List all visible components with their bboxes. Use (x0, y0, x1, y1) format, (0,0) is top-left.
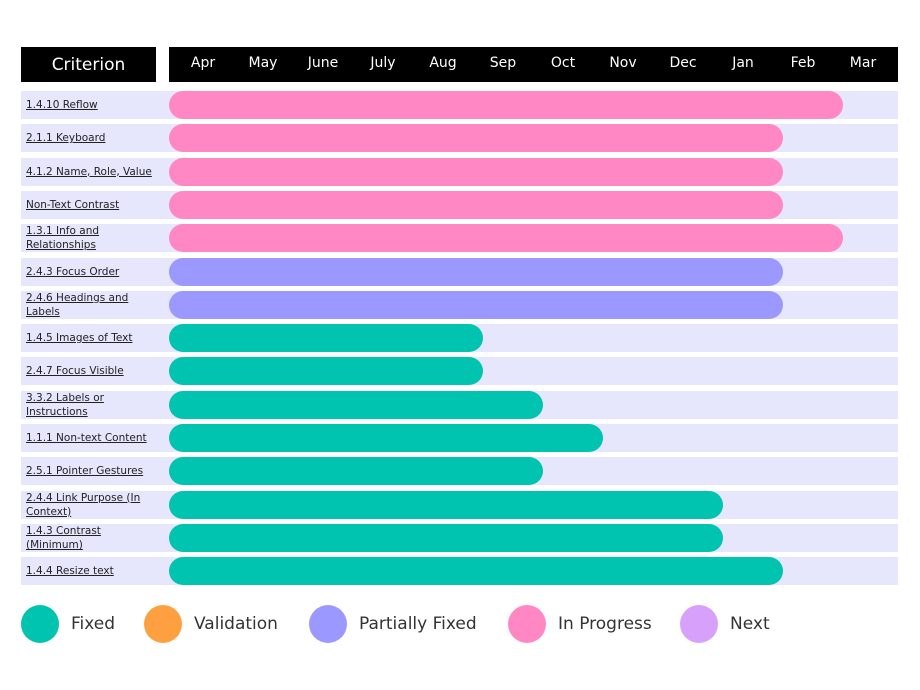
gantt-bar (169, 490, 723, 519)
month-label: Apr (190, 55, 216, 71)
table-row: 2.5.1 Pointer Gestures (21, 457, 898, 486)
criterion-link[interactable]: 2.5.1 Pointer Gestures (26, 465, 144, 478)
gantt-bar (169, 557, 783, 586)
legend-label: Fixed (71, 614, 116, 634)
month-label: Oct (550, 55, 576, 71)
gantt-bar (169, 357, 483, 386)
criterion-link[interactable]: 2.4.4 Link Purpose (In Context) (26, 491, 141, 518)
criterion-link[interactable]: 4.1.2 Name, Role, Value (26, 165, 152, 178)
gantt-bar (169, 424, 603, 452)
month-header: Apr May June July Aug Sep Oct Nov Dec Jan Feb Mar (169, 47, 898, 82)
criterion-link[interactable]: Non-Text Contrast (26, 198, 120, 211)
criterion-link[interactable]: 2.4.7 Focus Visible (26, 365, 124, 378)
table-row: 1.4.5 Images of Text (21, 324, 898, 353)
criterion-header: Criterion (21, 47, 156, 82)
month-label: May (248, 55, 278, 71)
table-row: 1.4.3 Contrast (Minimum) (21, 523, 898, 552)
table-row: 3.3.2 Labels or Instructions (21, 390, 898, 419)
gantt-bar (169, 390, 543, 419)
month-label: July (370, 55, 396, 71)
month-label: Mar (849, 55, 877, 71)
gantt-bar (169, 257, 783, 286)
legend-item: Validation (144, 605, 278, 643)
table-row: 1.4.10 Reflow (21, 91, 898, 119)
month-label: June (307, 55, 339, 71)
criterion-link[interactable]: 1.4.3 Contrast (Minimum) (26, 524, 101, 551)
legend-item: In Progress (508, 605, 652, 643)
month-label: Nov (609, 55, 637, 71)
criterion-link[interactable]: 2.4.3 Focus Order (26, 265, 120, 278)
month-label: Dec (669, 55, 697, 71)
legend-label: Next (730, 614, 770, 634)
table-row: 2.4.6 Headings and Labels (21, 290, 898, 319)
table-row: 1.4.4 Resize text (21, 557, 898, 586)
legend-swatch (21, 605, 59, 643)
legend-label: Validation (194, 614, 278, 634)
table-row: 1.1.1 Non-text Content (21, 424, 898, 452)
legend-swatch (508, 605, 546, 643)
gantt-bar (169, 124, 783, 153)
criterion-link[interactable]: 2.4.6 Headings and Labels (26, 291, 129, 318)
legend-item: Next (680, 605, 770, 643)
table-row: 2.1.1 Keyboard (21, 124, 898, 153)
table-row: Non-Text Contrast (21, 190, 898, 219)
criterion-link[interactable]: 1.4.4 Resize text (26, 565, 114, 578)
month-label: Jan (732, 55, 754, 71)
legend-label: Partially Fixed (359, 614, 477, 634)
criterion-link[interactable]: 3.3.2 Labels or Instructions (26, 391, 104, 418)
gantt-bar (169, 224, 843, 253)
table-row: 4.1.2 Name, Role, Value (21, 157, 898, 186)
legend-swatch (680, 605, 718, 643)
legend-item: Fixed (21, 605, 115, 643)
gantt-bar (169, 324, 483, 353)
legend-label: In Progress (558, 614, 652, 634)
gantt-bar (169, 91, 843, 119)
table-row: 2.4.3 Focus Order (21, 257, 898, 286)
month-label: Aug (429, 55, 457, 71)
table-row: 1.3.1 Info and Relationships (21, 224, 898, 253)
legend-swatch (144, 605, 182, 643)
criterion-link[interactable]: 1.4.10 Reflow (26, 99, 98, 111)
gantt-bar (169, 290, 783, 319)
criterion-link[interactable]: 2.1.1 Keyboard (26, 132, 106, 145)
legend-swatch (309, 605, 347, 643)
gantt-bar (169, 457, 543, 486)
criterion-link[interactable]: 1.4.5 Images of Text (26, 332, 133, 345)
criterion-link[interactable]: 1.3.1 Info and Relationships (26, 225, 100, 252)
legend-item: Partially Fixed (309, 605, 477, 643)
gantt-bar (169, 523, 723, 552)
gantt-bar (169, 157, 783, 186)
month-label: Sep (489, 55, 517, 71)
table-row: 2.4.7 Focus Visible (21, 357, 898, 386)
month-label: Feb (790, 55, 816, 71)
criterion-link[interactable]: 1.1.1 Non-text Content (26, 432, 147, 444)
table-row: 2.4.4 Link Purpose (In Context) (21, 490, 898, 519)
gantt-bar (169, 190, 783, 219)
